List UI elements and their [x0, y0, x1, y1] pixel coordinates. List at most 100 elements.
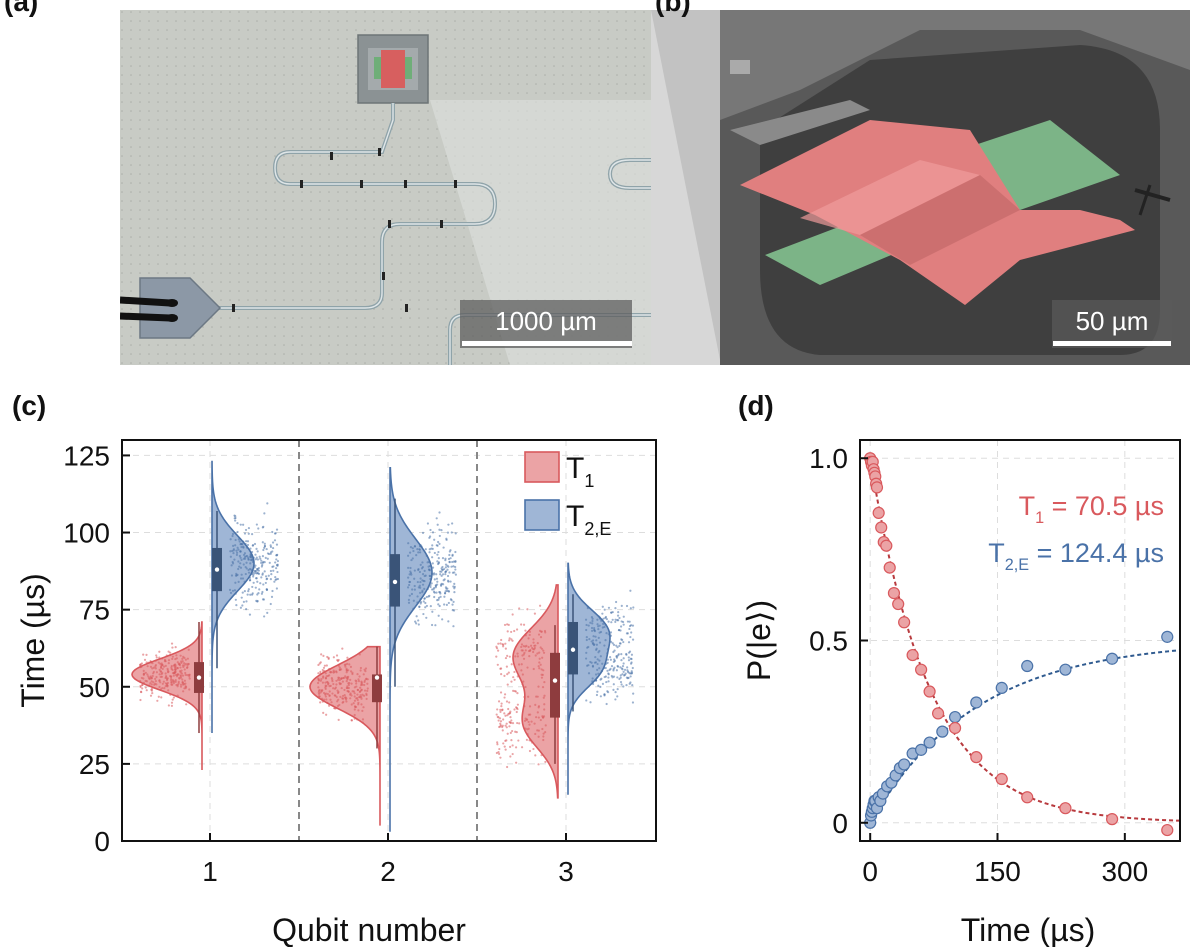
t1-raw-point [533, 722, 536, 725]
t1-raw-point [184, 682, 187, 685]
t2-raw-point [446, 531, 450, 534]
t2-raw-point [452, 625, 455, 628]
t2-raw-point [274, 578, 277, 581]
t1-raw-point [173, 666, 176, 669]
t1-raw-point [511, 729, 514, 733]
t2-raw-point [605, 702, 608, 706]
t2-raw-point [443, 592, 447, 595]
t1-raw-point [166, 677, 169, 680]
t2-raw-point [265, 547, 268, 551]
t1-raw-point [184, 685, 187, 688]
t2-raw-point [449, 580, 452, 583]
t2-raw-point [606, 691, 610, 694]
t1-raw-point [506, 732, 509, 735]
t1-raw-point [318, 688, 321, 692]
t2-raw-point [597, 615, 600, 618]
t2-raw-point [438, 534, 441, 538]
t1-raw-point [535, 716, 538, 719]
t1-raw-point [532, 641, 535, 644]
t2-raw-point [423, 574, 426, 578]
t2-raw-point [430, 582, 433, 585]
t2-raw-point [609, 658, 612, 661]
t1-raw-point [351, 690, 354, 693]
t1-raw-point [139, 698, 142, 702]
t1-raw-point [504, 748, 507, 751]
t2-raw-point [241, 577, 245, 580]
t2-raw-point [451, 560, 454, 564]
t2-raw-point [585, 651, 588, 654]
t2-raw-point [440, 582, 443, 585]
t2-raw-point [259, 557, 262, 560]
t2-raw-point [622, 615, 625, 618]
t1-raw-point [539, 636, 543, 639]
t1-raw-point [516, 675, 519, 678]
t1-raw-point [510, 680, 513, 683]
t2-raw-point [237, 538, 240, 541]
t2-raw-point [233, 558, 236, 561]
t1-raw-point [151, 667, 154, 670]
t1-raw-point [526, 728, 529, 731]
t1-raw-point [537, 735, 540, 738]
t2-raw-point [232, 549, 235, 552]
t2-raw-point [271, 530, 274, 534]
t1-raw-point [158, 673, 161, 676]
t2-raw-point [410, 558, 413, 562]
y-tick-label: 100 [63, 518, 110, 549]
t1-raw-point [540, 673, 543, 676]
t1-raw-point [177, 662, 180, 666]
t1-raw-point [337, 676, 340, 679]
t2-raw-point [593, 661, 597, 664]
t1-raw-point [331, 678, 334, 681]
t1-raw-point [532, 667, 535, 671]
t1-raw-point [361, 693, 364, 696]
t2-raw-point [242, 545, 245, 548]
t2-raw-point [627, 676, 630, 679]
t2-raw-point [238, 565, 241, 568]
t2-raw-point [258, 555, 261, 558]
t2-raw-point [406, 586, 410, 589]
t1-data-point [1105, 813, 1119, 826]
y-tick-label: 50 [79, 672, 110, 703]
t2-raw-point [440, 570, 443, 573]
t2-raw-point [244, 572, 247, 576]
t1-raw-point [170, 666, 173, 669]
t1-raw-point [359, 686, 362, 689]
t2-raw-point [431, 556, 434, 559]
t2-raw-point [407, 554, 410, 557]
x-tick-label: 3 [558, 856, 574, 887]
t2-raw-point [413, 577, 416, 580]
t1-raw-point [520, 669, 523, 672]
t1-raw-point [180, 660, 183, 663]
t2-raw-point [229, 538, 232, 541]
t1-raw-point [150, 689, 154, 692]
t2-raw-point [269, 569, 273, 573]
t1-raw-point [170, 701, 174, 704]
t2-raw-point [266, 557, 269, 560]
t2-raw-point [243, 532, 247, 535]
t1-raw-point [325, 664, 328, 667]
t2-raw-point [630, 653, 634, 656]
t2-raw-point [603, 666, 606, 670]
t1-raw-point [183, 662, 186, 665]
t1-raw-point [527, 645, 530, 649]
t2-raw-point [441, 557, 445, 560]
t2-raw-point [270, 595, 274, 598]
t2-raw-point [600, 670, 604, 673]
t2-raw-point [263, 560, 266, 564]
t2-raw-point [594, 678, 597, 682]
t2-raw-point [447, 620, 450, 623]
t2-raw-point [263, 570, 266, 573]
t2-raw-point [627, 641, 631, 644]
t2-raw-point [257, 569, 260, 572]
t2-raw-point [431, 610, 434, 613]
t1-raw-point [365, 677, 368, 681]
x-tick-label: 0 [862, 856, 878, 887]
t2-raw-point [612, 643, 616, 646]
t1-raw-point [534, 754, 537, 757]
t1-raw-point [159, 665, 163, 669]
t1-raw-point [537, 716, 540, 719]
t2-raw-point [601, 612, 604, 615]
t1-raw-point [502, 718, 505, 721]
t1-raw-point [165, 679, 169, 682]
t1-raw-point [317, 691, 320, 694]
